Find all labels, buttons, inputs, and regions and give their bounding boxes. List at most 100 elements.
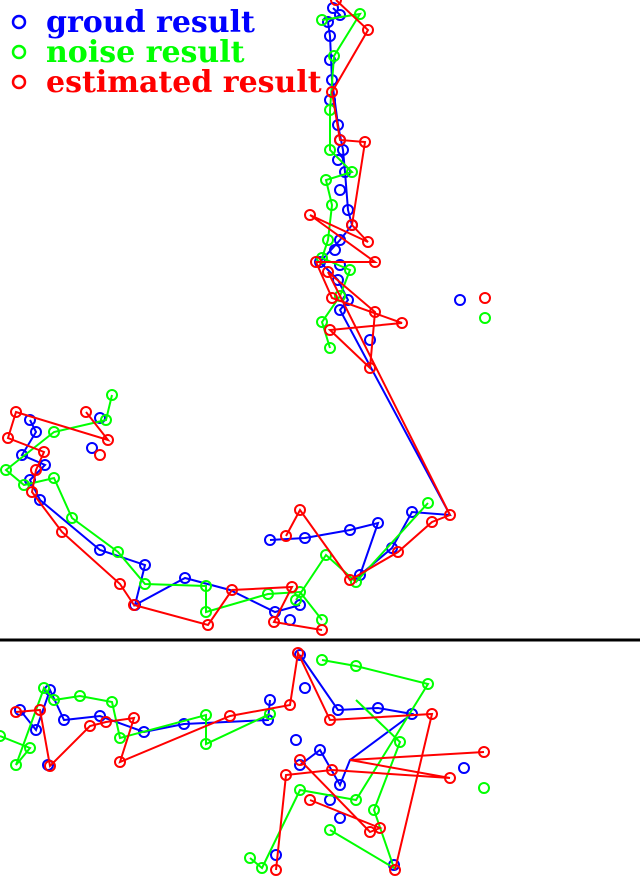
series-line-noise-result (4, 394, 323, 621)
data-point-noise-result (354, 8, 366, 20)
data-point-noise-result (326, 199, 338, 211)
data-point-noise-result (256, 862, 268, 874)
data-point-noise-result (316, 14, 328, 26)
data-point-estimated-result (202, 619, 214, 631)
data-point-noise-result (74, 690, 86, 702)
series-estimated-result (2, 0, 491, 636)
data-point-estimated-result (304, 794, 316, 806)
legend-marker (11, 74, 27, 90)
data-point-estimated-result (26, 486, 38, 498)
data-point-estimated-result (426, 516, 438, 528)
data-point-estimated-result (330, 0, 342, 6)
data-point-noise-result (139, 578, 151, 590)
data-point-estimated-result (34, 704, 46, 716)
data-point-groud-result (16, 449, 28, 461)
data-point-estimated-result (369, 306, 381, 318)
data-point-groud-result (322, 16, 334, 28)
data-point-estimated-result (38, 446, 50, 458)
data-point-noise-result (112, 546, 124, 558)
data-point-estimated-result (280, 530, 292, 542)
data-point-noise-result (324, 144, 336, 156)
data-point-noise-result (66, 512, 78, 524)
data-point-estimated-result (292, 647, 304, 659)
data-point-estimated-result (444, 509, 456, 521)
data-point-groud-result (299, 532, 311, 544)
data-point-noise-result (344, 264, 356, 276)
data-point-noise-result (106, 389, 118, 401)
legend-marker (11, 14, 27, 30)
data-point-groud-result (290, 734, 302, 746)
data-point-groud-result (264, 534, 276, 546)
data-point-estimated-result (294, 754, 306, 766)
data-point-noise-result (48, 694, 60, 706)
data-point-estimated-result (30, 464, 42, 476)
data-point-estimated-result (374, 822, 386, 834)
data-point-estimated-result (396, 317, 408, 329)
data-point-noise-result (200, 709, 212, 721)
data-point-groud-result (329, 244, 341, 256)
data-point-groud-result (94, 544, 106, 556)
legend-label: estimated result (46, 65, 322, 100)
data-point-groud-result (324, 30, 336, 42)
data-point-estimated-result (270, 864, 282, 876)
data-point-estimated-result (128, 712, 140, 724)
series-noise-result (0, 8, 491, 626)
data-point-estimated-result (479, 292, 491, 304)
data-point-noise-result (422, 497, 434, 509)
data-point-groud-result (294, 649, 306, 661)
data-point-noise-result (244, 852, 256, 864)
data-point-groud-result (30, 426, 42, 438)
data-point-noise-result (322, 234, 334, 246)
data-point-estimated-result (304, 209, 316, 221)
data-point-groud-result (314, 744, 326, 756)
data-point-noise-result (328, 50, 340, 62)
data-point-noise-result (114, 732, 126, 744)
data-point-estimated-result (326, 764, 338, 776)
data-point-estimated-result (84, 720, 96, 732)
data-point-groud-result (139, 559, 151, 571)
data-point-estimated-result (369, 256, 381, 268)
legend-item: estimated result (11, 65, 322, 100)
data-point-groud-result (458, 762, 470, 774)
data-point-groud-result (334, 184, 346, 196)
data-point-groud-result (334, 779, 346, 791)
data-point-estimated-result (346, 219, 358, 231)
data-point-estimated-result (94, 449, 106, 461)
data-point-noise-result (394, 736, 406, 748)
data-point-estimated-result (226, 584, 238, 596)
data-point-groud-result (299, 682, 311, 694)
panel-top-view (0, 0, 491, 636)
data-point-groud-result (58, 714, 70, 726)
data-point-estimated-result (128, 599, 140, 611)
data-point-noise-result (0, 464, 12, 476)
series-line-noise-result (249, 659, 430, 870)
data-point-estimated-result (280, 769, 292, 781)
data-point-groud-result (24, 414, 36, 426)
data-point-estimated-result (364, 362, 376, 374)
data-point-noise-result (106, 696, 118, 708)
data-point-estimated-result (334, 134, 346, 146)
data-point-noise-result (38, 682, 50, 694)
data-point-estimated-result (44, 760, 56, 772)
data-point-noise-result (479, 312, 491, 324)
data-point-estimated-result (10, 706, 22, 718)
data-point-estimated-result (10, 406, 22, 418)
data-point-groud-result (372, 517, 384, 529)
data-point-estimated-result (294, 504, 306, 516)
data-point-noise-result (100, 414, 112, 426)
data-point-noise-result (18, 479, 30, 491)
data-point-groud-result (334, 9, 346, 21)
data-point-noise-result (350, 660, 362, 672)
data-point-estimated-result (389, 864, 401, 876)
data-point-groud-result (34, 494, 46, 506)
data-point-estimated-result (444, 772, 456, 784)
series-line-estimated-result (6, 410, 323, 631)
data-point-estimated-result (284, 699, 296, 711)
data-point-groud-result (406, 506, 418, 518)
data-point-estimated-result (224, 710, 236, 722)
data-point-groud-result (94, 412, 106, 424)
data-point-groud-result (94, 710, 106, 722)
series-line-estimated-result (275, 751, 485, 871)
